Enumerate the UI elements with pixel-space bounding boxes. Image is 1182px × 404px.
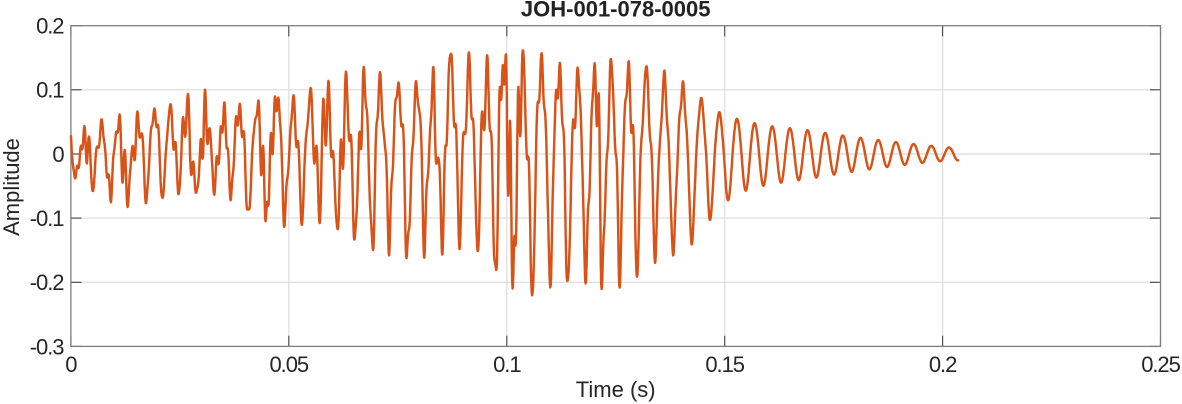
svg-text:0.2: 0.2 xyxy=(929,352,957,377)
svg-text:-0.3: -0.3 xyxy=(30,334,65,359)
svg-text:0: 0 xyxy=(52,142,64,167)
svg-text:0.25: 0.25 xyxy=(1141,352,1180,377)
svg-text:0.1: 0.1 xyxy=(493,352,521,377)
svg-text:0.15: 0.15 xyxy=(705,352,744,377)
svg-text:0.2: 0.2 xyxy=(36,14,64,39)
svg-text:0.1: 0.1 xyxy=(36,78,64,103)
svg-text:Time (s): Time (s) xyxy=(576,377,656,402)
svg-text:0: 0 xyxy=(65,352,77,377)
svg-text:Amplitude: Amplitude xyxy=(0,138,24,236)
svg-text:-0.1: -0.1 xyxy=(30,206,65,231)
svg-text:0.05: 0.05 xyxy=(269,352,308,377)
svg-text:JOH-001-078-0005: JOH-001-078-0005 xyxy=(521,0,711,22)
svg-text:-0.2: -0.2 xyxy=(30,270,65,295)
